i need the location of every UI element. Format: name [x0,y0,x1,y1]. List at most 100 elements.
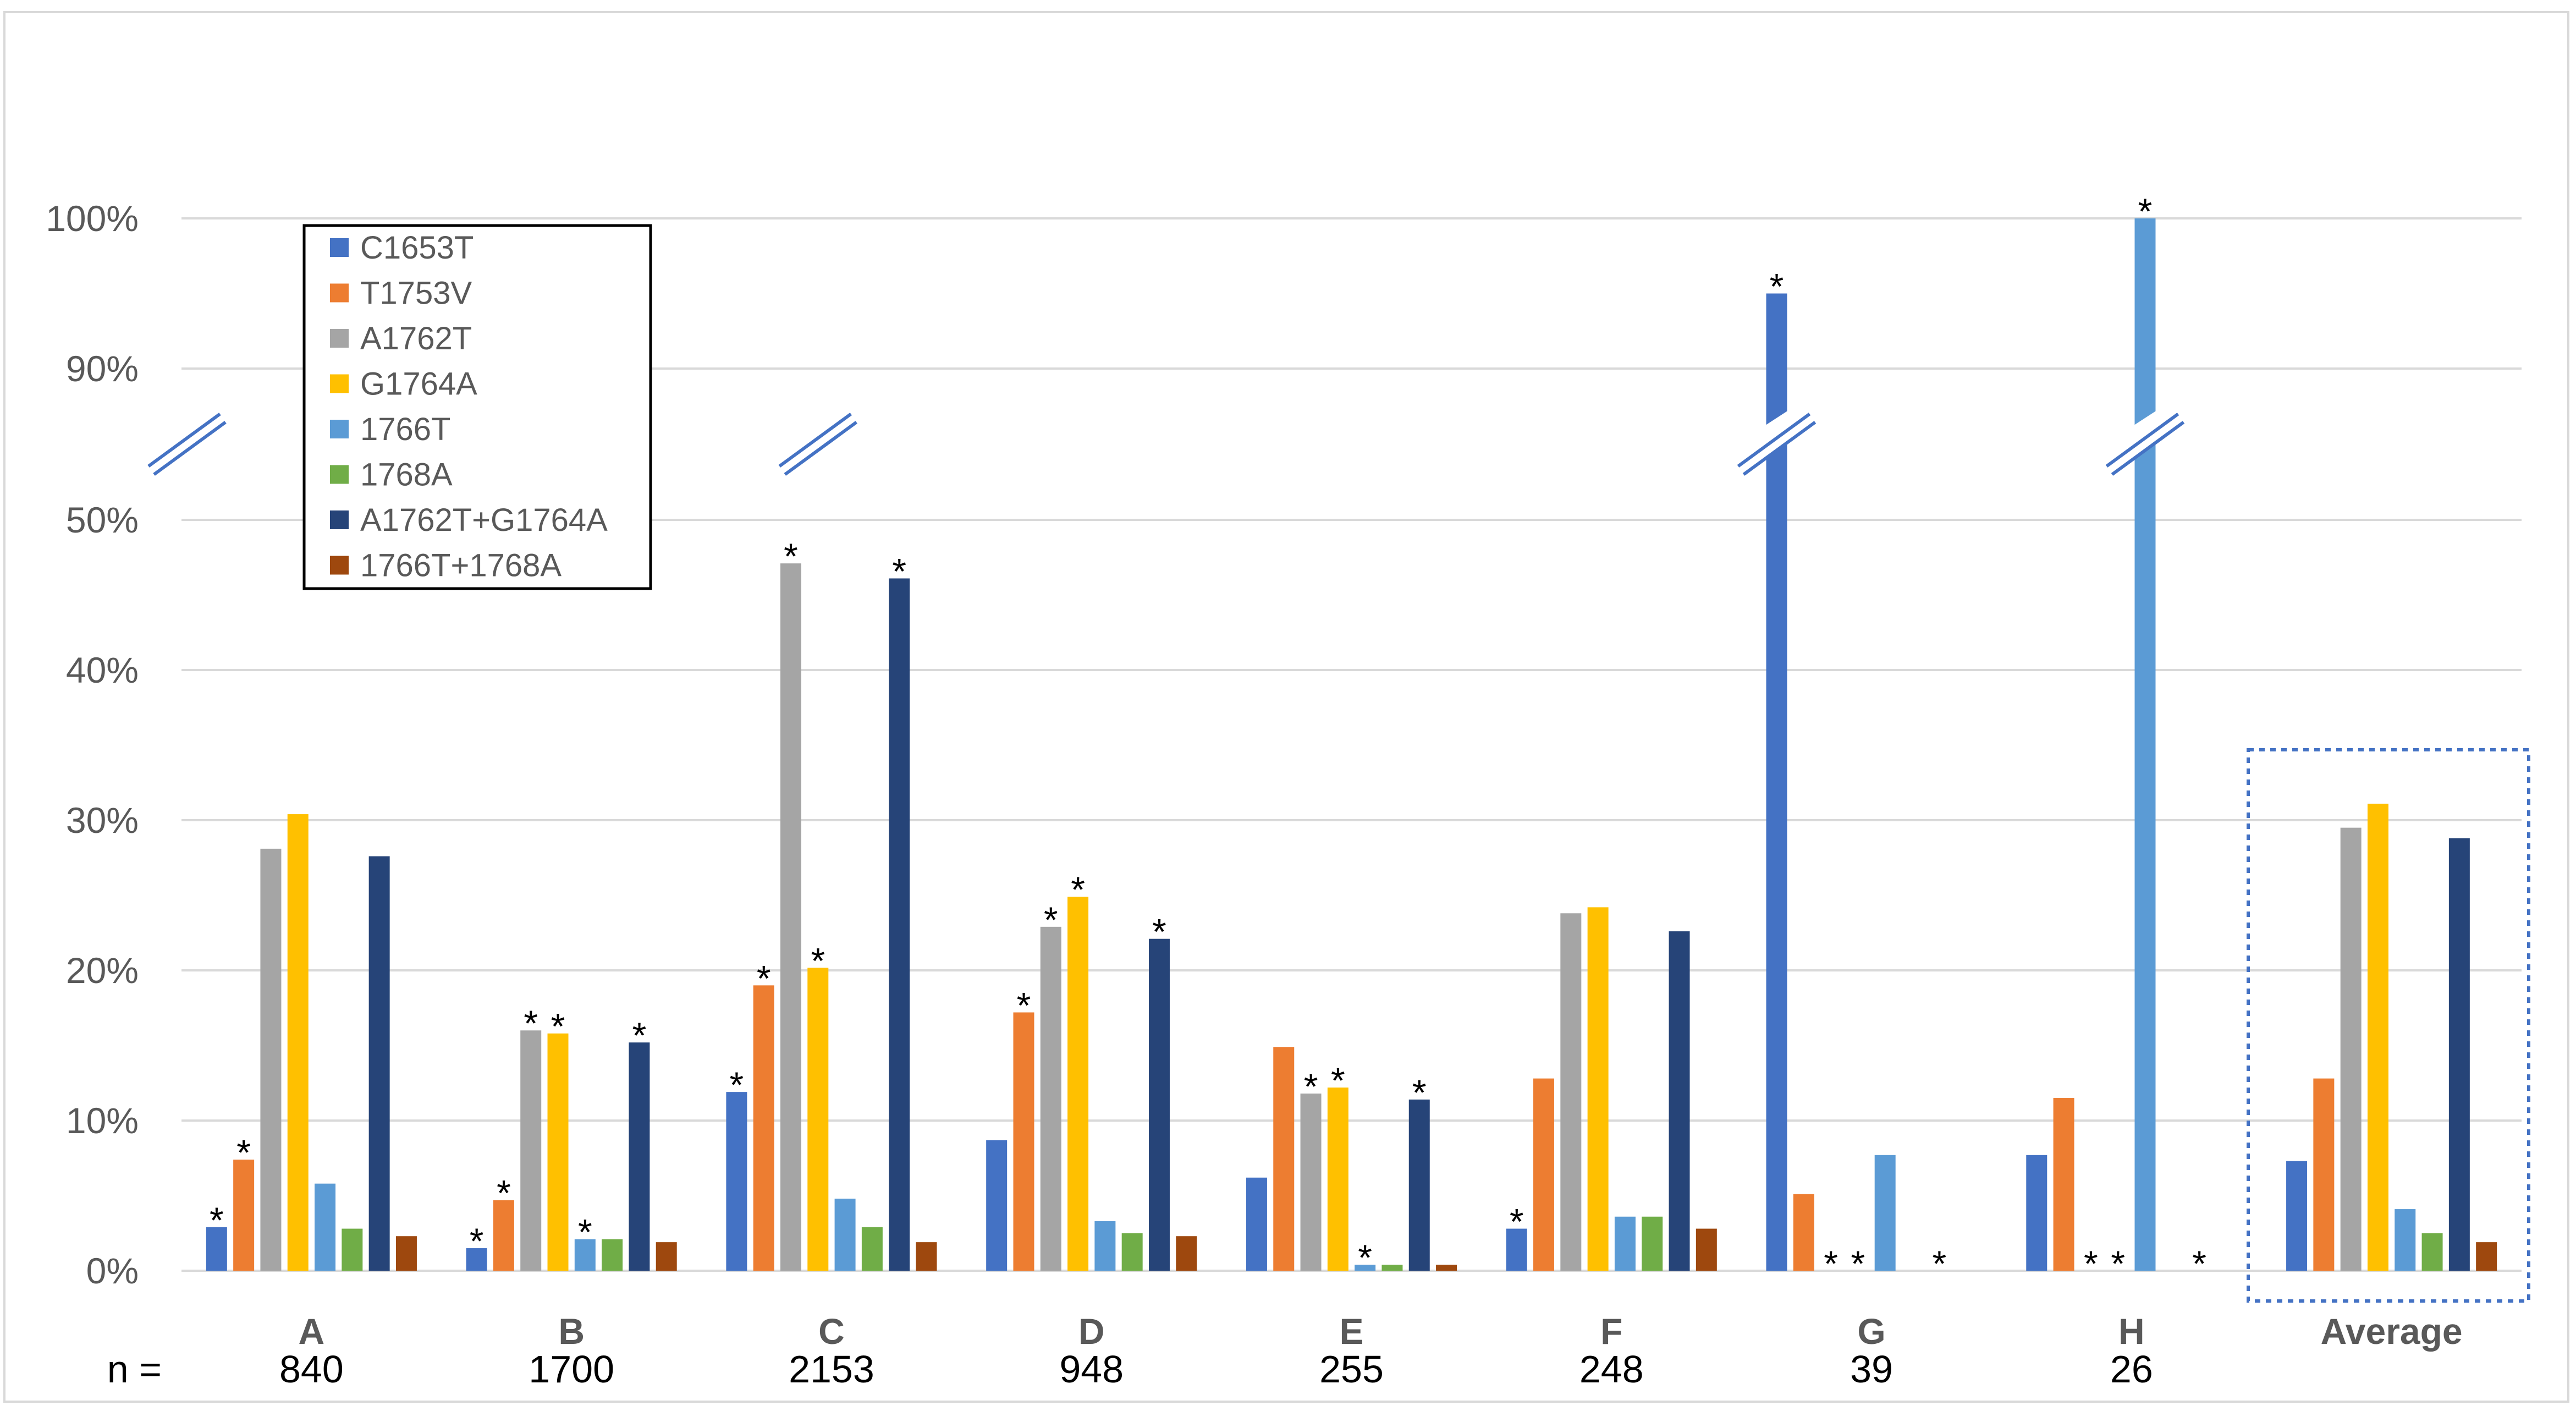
n-value: 26 [2110,1348,2153,1391]
bar-T1753V-Average [2313,1078,2335,1271]
x-category-label: G [1857,1311,1885,1352]
bar-1768A-Average [2421,1233,2443,1271]
significance-marker: * [578,1212,592,1253]
bar-G1764A-E [1327,1087,1348,1271]
bar-G1764A-B [547,1033,569,1271]
bar-1766T+1768A-A [395,1236,417,1271]
bar-A1762T+G1764A-A [368,856,390,1271]
legend-swatch [330,465,349,484]
legend-swatch [330,374,349,393]
bar-T1753V-H [2053,1098,2074,1271]
significance-marker: * [1017,985,1031,1025]
axis-break-mark [2100,404,2185,476]
significance-marker: * [2084,1243,2098,1284]
legend-swatch [330,283,349,303]
bar-A1762T+G1764A-E [1408,1099,1430,1271]
significance-marker: * [1152,912,1166,952]
bar-T1753V-C [753,985,774,1271]
bar-A1762T-F [1560,913,1582,1271]
axis-break-mark [142,404,227,476]
bar-C1653T-E [1246,1177,1267,1271]
n-value: 248 [1579,1348,1644,1391]
bars [206,218,2497,1271]
axis-breaks [142,404,2185,476]
significance-marker: * [1358,1237,1372,1278]
bar-1766T-F [1614,1216,1636,1271]
x-category-label: A [299,1311,325,1352]
bar-1766T+1768A-Average [2476,1242,2497,1271]
significance-marker: * [1932,1243,1946,1284]
bar-A1762T-C [780,563,801,1271]
n-value: 39 [1850,1348,1893,1391]
y-tick-label: 90% [66,348,139,389]
legend-box [302,224,652,590]
x-axis-categories: A B C D E F G H Average [299,1311,2463,1352]
legend-label: 1766T [360,411,450,447]
bar-1766T+1768A-D [1176,1236,1197,1271]
bar-1766T-H [2134,218,2156,1271]
legend: C1653T T1753V A1762T G1764A 1766T 1768A A1762T… [302,224,652,590]
n-value: 2153 [789,1348,874,1391]
gridlines [181,217,2522,1272]
significance-marker: * [1304,1066,1318,1107]
bar-1766T-G [1874,1155,1896,1271]
bar-A1762T-A [260,848,282,1271]
bar-1766T-C [834,1198,856,1271]
bar-A1762T+G1764A-C [889,578,910,1271]
y-tick-label: 20% [66,950,139,991]
bar-A1762T-Average [2340,827,2362,1271]
bar-A1762T-E [1300,1093,1322,1271]
bar-1768A-B [602,1239,623,1271]
bar-1768A-E [1381,1265,1403,1271]
bar-1766T+1768A-E [1436,1265,1457,1271]
bar-C1653T-F [1506,1228,1527,1271]
significance-marker: * [730,1064,744,1105]
legend-label: C1653T [360,230,474,266]
significance-marker: * [1044,899,1058,940]
bar-1766T-E [1355,1265,1376,1271]
legend-label: G1764A [360,366,477,402]
x-category-label: F [1600,1311,1622,1352]
n-value: 255 [1319,1348,1384,1391]
x-category-label: H [2118,1311,2145,1352]
y-tick-label: 40% [66,650,139,690]
bar-T1753V-E [1273,1047,1295,1271]
legend-label: T1753V [360,276,472,311]
significance-marker: * [551,1006,565,1047]
x-category-label: D [1078,1311,1105,1352]
bar-C1653T-A [206,1227,227,1271]
legend-swatch [330,420,349,438]
bar-T1753V-F [1533,1078,1555,1271]
significance-marker: * [2192,1243,2206,1284]
significance-marker: * [236,1132,251,1173]
significance-marker: * [757,958,771,998]
legend-swatch [330,510,349,529]
chart-frame [3,11,2569,1403]
bar-C1653T-C [726,1092,747,1271]
significance-marker: * [892,551,906,591]
x-category-label: C [818,1311,845,1352]
bar-T1753V-G [1793,1194,1814,1271]
average-highlight-box [2247,748,2530,1303]
bar-1768A-C [861,1227,883,1271]
bar-G1764A-C [807,968,829,1271]
bar-C1653T-B [466,1248,487,1271]
significance-markers: * * * * * * * * * * * * * * * * * * * * * * * * * * * * * * [210,191,2206,1284]
legend-swatch [330,556,349,575]
bar-T1753V-A [233,1159,255,1271]
bar-1768A-F [1642,1216,1663,1271]
bar-G1764A-F [1587,907,1609,1271]
significance-marker: * [811,940,825,981]
n-label: n = [107,1348,162,1391]
legend-swatch [330,238,349,257]
legend-label: A1762T [360,321,472,356]
significance-marker: * [470,1221,484,1261]
bar-1766T-D [1094,1221,1116,1271]
bar-C1653T-D [986,1140,1008,1271]
bar-G1764A-D [1067,897,1089,1271]
bar-C1653T-H [2026,1155,2047,1271]
y-tick-label: 30% [66,800,139,841]
significance-marker: * [632,1015,647,1056]
bar-1766T+1768A-B [656,1242,677,1271]
